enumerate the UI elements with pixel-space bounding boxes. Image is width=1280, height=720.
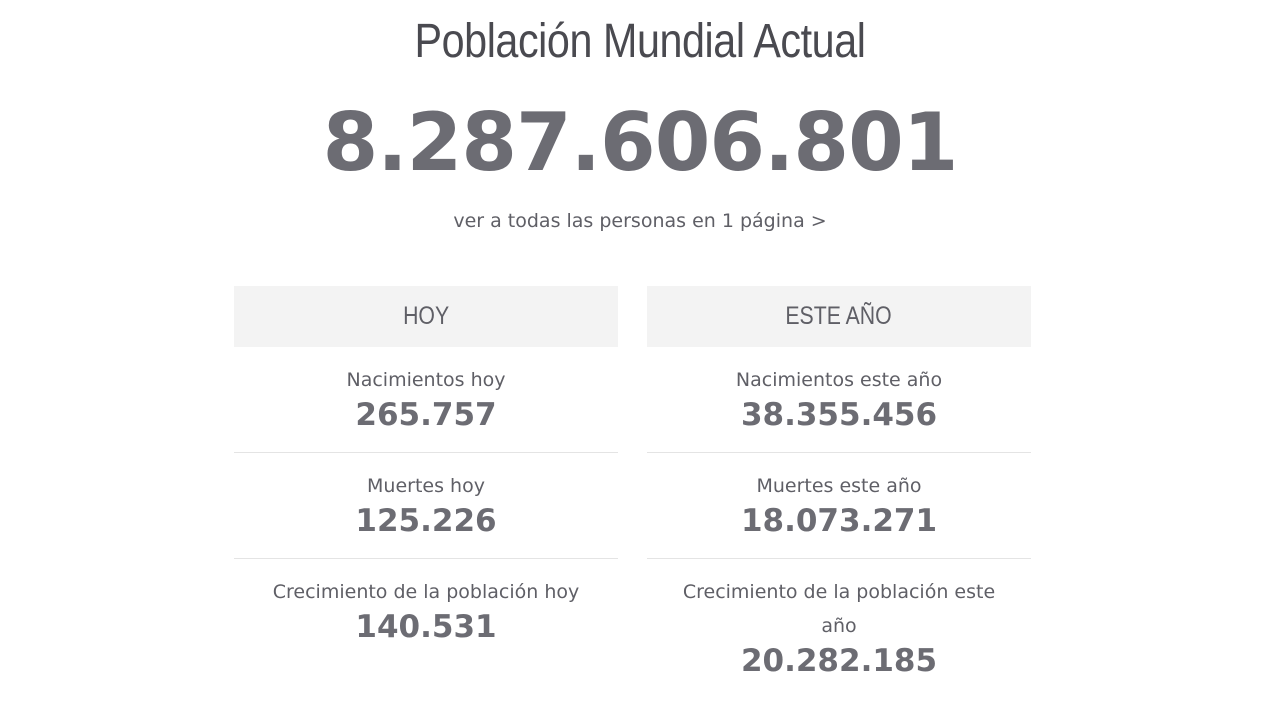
stat-value: 140.531 <box>355 609 497 645</box>
world-population-counter: 8.287.606.801 <box>322 96 959 189</box>
stat-label: Crecimiento de la población hoy <box>272 581 580 603</box>
stat-births-today: Nacimientos hoy 265.757 <box>234 347 618 453</box>
today-heading: HOY <box>234 286 618 347</box>
stat-births-year: Nacimientos este año 38.355.456 <box>647 347 1031 453</box>
stat-deaths-today: Muertes hoy 125.226 <box>234 453 618 559</box>
stat-value: 125.226 <box>355 503 497 539</box>
stat-value: 20.282.185 <box>740 643 938 679</box>
stat-label: Nacimientos este año <box>735 369 943 391</box>
stat-deaths-year: Muertes este año 18.073.271 <box>647 453 1031 559</box>
view-all-people-link[interactable]: ver a todas las personas en 1 página > <box>453 210 827 232</box>
stat-value: 38.355.456 <box>740 397 938 433</box>
stat-growth-today: Crecimiento de la población hoy 140.531 <box>234 559 618 661</box>
stat-value: 18.073.271 <box>740 503 938 539</box>
this-year-heading: ESTE AÑO <box>647 286 1031 347</box>
today-column: HOY Nacimientos hoy 265.757 Muertes hoy … <box>234 286 618 661</box>
stat-label: Muertes hoy <box>367 475 485 497</box>
stat-label: Muertes este año <box>756 475 922 497</box>
stat-value: 265.757 <box>355 397 497 433</box>
stat-label: Crecimiento de la población este año <box>682 581 996 637</box>
stat-label: Nacimientos hoy <box>346 369 506 391</box>
this-year-column: ESTE AÑO Nacimientos este año 38.355.456… <box>647 286 1031 695</box>
stat-growth-year: Crecimiento de la población este año 20.… <box>647 559 1031 695</box>
page-title: Población Mundial Actual <box>414 15 866 68</box>
